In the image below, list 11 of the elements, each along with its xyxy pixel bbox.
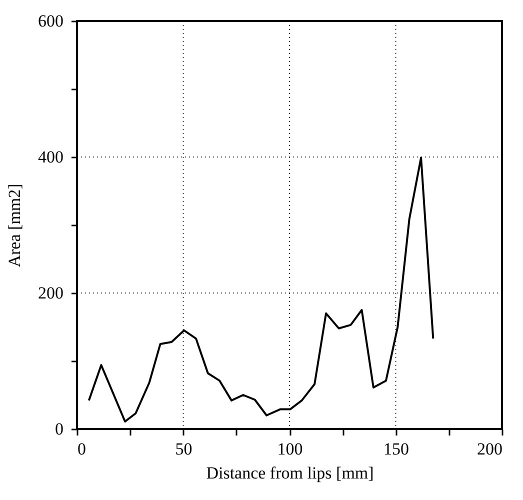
x-tick-label: 100	[277, 440, 303, 458]
x-tick-label: 150	[384, 440, 409, 458]
y-tick-label: 0	[55, 420, 64, 438]
y-tick-label: 200	[38, 284, 64, 302]
x-axis-title: Distance from lips [mm]	[206, 464, 374, 482]
y-tick-label: 600	[38, 12, 64, 30]
y-axis-title: Area [mm2]	[5, 184, 24, 268]
y-tick-label: 400	[38, 148, 64, 166]
x-tick-label: 200	[477, 440, 502, 458]
x-tick-label: 0	[78, 440, 86, 458]
x-tick-label: 50	[175, 440, 192, 458]
